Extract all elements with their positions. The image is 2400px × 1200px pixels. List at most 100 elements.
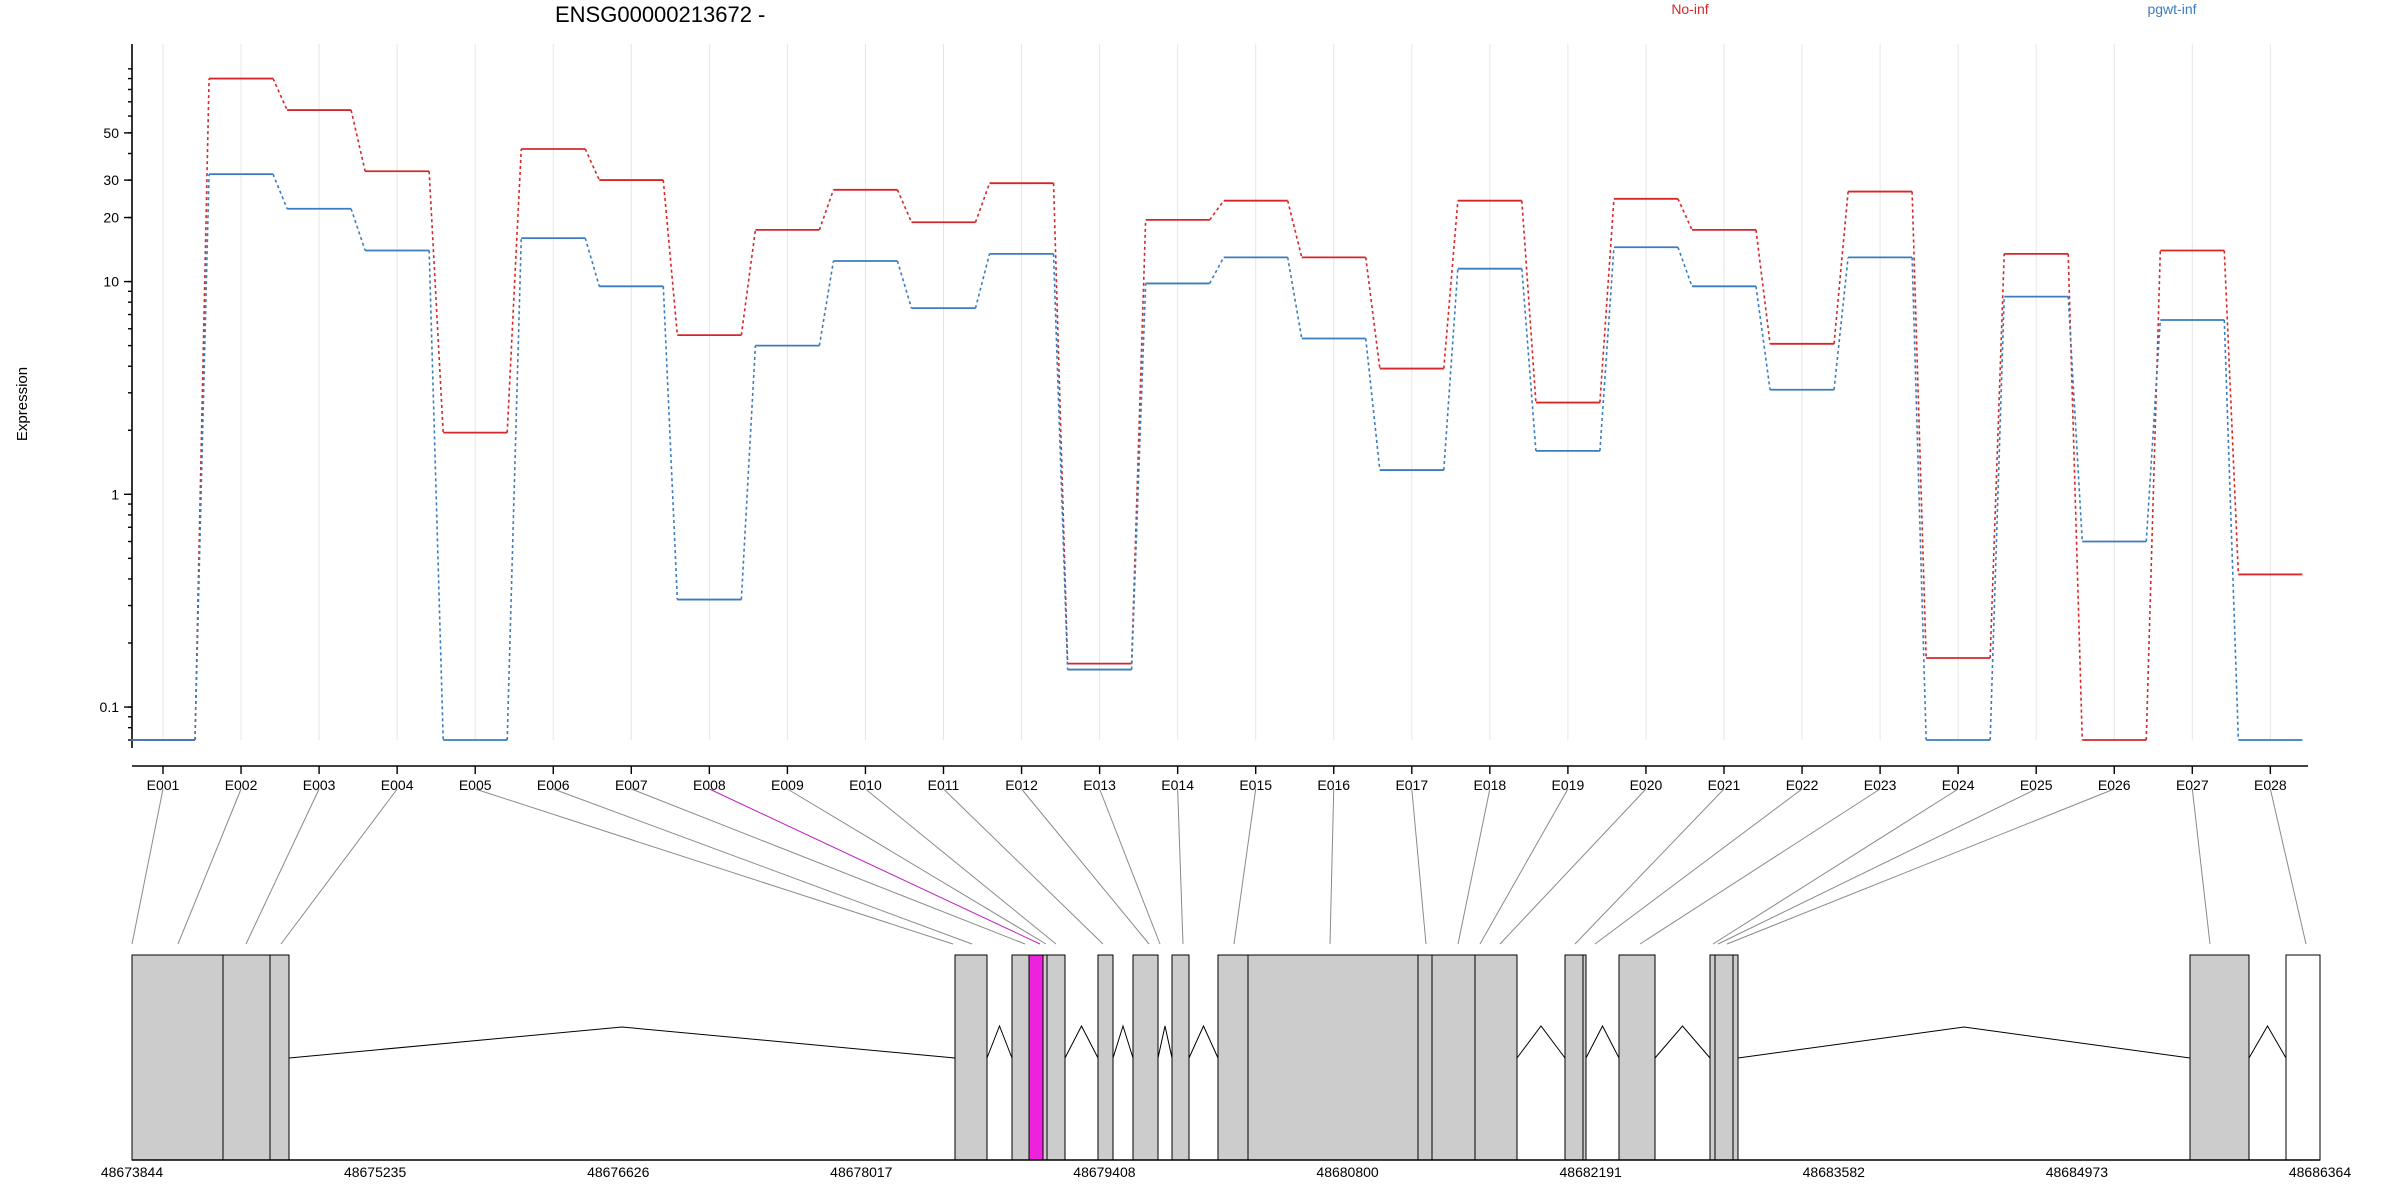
genome-tick-label: 48683582 — [1803, 1164, 1866, 1180]
exon-connector — [631, 788, 1026, 945]
intron — [1516, 1025, 1566, 1059]
exon-connector — [1233, 788, 1257, 945]
exon-box — [2285, 954, 2321, 1161]
x-tick-label: E018 — [1473, 777, 1506, 793]
series-transition — [350, 109, 366, 172]
series-transition — [1599, 198, 1615, 403]
series-transition — [272, 173, 288, 210]
series-transition — [1052, 253, 1069, 670]
x-tick-label: E007 — [615, 777, 648, 793]
exon-box — [1714, 954, 1734, 1161]
series-transition — [1521, 268, 1537, 451]
intron — [1157, 1025, 1173, 1059]
series-transition — [1989, 296, 2005, 741]
labels: ENSG00000213672 - Expression No-inf pgwt… — [14, 1, 2197, 441]
intron — [1585, 1024, 1620, 1059]
chart-title: ENSG00000213672 - — [555, 2, 765, 27]
exon-connector — [2269, 788, 2307, 945]
exon-connector — [1411, 788, 1427, 945]
x-tick-label: E011 — [928, 777, 960, 793]
exon-connectors — [131, 788, 2307, 945]
x-tick-label: E001 — [147, 777, 180, 793]
series-transition — [1911, 191, 1927, 659]
exon-box — [1618, 954, 1656, 1161]
x-tick-label: E012 — [1005, 777, 1038, 793]
exon-box — [222, 954, 271, 1161]
series-transition — [194, 174, 210, 741]
exon-box — [1564, 954, 1584, 1161]
series-transition — [1833, 191, 1849, 344]
x-tick-label: E026 — [2098, 777, 2131, 793]
intron — [1112, 1024, 1134, 1059]
y-tick-label: 50 — [103, 125, 119, 141]
x-tick-label: E027 — [2176, 777, 2209, 793]
x-tick-label: E008 — [693, 777, 726, 793]
series-transition — [1130, 283, 1147, 670]
exon-box — [1709, 954, 1716, 1161]
genome-tick-label: 48680800 — [1316, 1164, 1379, 1180]
exon-connector — [1712, 788, 1959, 945]
x-tick-label: E014 — [1161, 777, 1194, 793]
exon-connector — [787, 788, 1047, 945]
exon-box-highlighted — [1028, 954, 1044, 1161]
series-transition — [818, 189, 835, 231]
exon-connector — [865, 788, 1057, 945]
intron — [288, 1026, 956, 1059]
exon-box — [1474, 954, 1518, 1161]
genome-axis: 48673844 48675235 48676626 48678017 48679408… — [101, 1159, 2351, 1180]
exon-box — [954, 954, 988, 1161]
series-transition — [1755, 286, 1771, 390]
genome-tick-label: 48684973 — [2046, 1164, 2109, 1180]
exon-connector — [1717, 788, 2037, 945]
exon-box — [1171, 954, 1190, 1161]
series-transition — [194, 78, 210, 741]
gene-model — [131, 954, 2321, 1161]
series-transition — [584, 237, 601, 287]
series-transition — [1443, 200, 1459, 369]
y-tick-label: 0.1 — [100, 699, 120, 715]
x-tick-label: E022 — [1786, 777, 1819, 793]
exon-connector — [2191, 788, 2211, 945]
exon-connector — [709, 788, 1041, 945]
legend-entry-no-inf: No-inf — [1671, 1, 1708, 17]
series-transition — [2223, 250, 2240, 575]
series-transition — [1209, 200, 1225, 221]
series-transition — [1364, 257, 1381, 369]
genome-tick-label: 48676626 — [587, 1164, 650, 1180]
x-tick-label: E004 — [381, 777, 414, 793]
series-transition — [1364, 338, 1381, 471]
series-transition — [1286, 200, 1303, 258]
series-transition — [1443, 268, 1459, 471]
y-tick-label: 30 — [103, 172, 119, 188]
x-tick-label: E006 — [537, 777, 570, 793]
series-transition — [584, 148, 601, 181]
exon-connector — [1479, 788, 1569, 945]
series-transition — [1677, 246, 1693, 287]
intron — [2248, 1025, 2287, 1059]
x-tick-label: E028 — [2254, 777, 2287, 793]
x-tick-label: E005 — [459, 777, 492, 793]
exon-connector — [1329, 788, 1335, 945]
genome-tick-label: 48675235 — [344, 1164, 407, 1180]
x-tick-label: E025 — [2020, 777, 2053, 793]
series-transition — [974, 253, 991, 309]
exon-connector — [1639, 788, 1881, 945]
series-transition — [506, 148, 523, 433]
x-tick-label: E010 — [849, 777, 882, 793]
series-transition — [740, 345, 757, 600]
exon-connector — [1574, 788, 1725, 945]
series-transition — [2067, 296, 2084, 542]
exon-connector — [1457, 788, 1491, 945]
series-transition — [506, 238, 523, 741]
exon-connector — [1177, 788, 1184, 945]
series-transition — [350, 208, 366, 251]
y-tick-label: 1 — [111, 486, 119, 502]
x-tick-label: E020 — [1630, 777, 1663, 793]
genome-tick-label: 48679408 — [1073, 1164, 1136, 1180]
series-pgwt-inf — [131, 173, 2303, 741]
exon-connector — [943, 788, 1104, 945]
genome-tick-label: 48678017 — [830, 1164, 893, 1180]
exon-box — [1582, 954, 1587, 1161]
exon-connector — [131, 788, 164, 945]
exon-box — [1042, 954, 1048, 1161]
